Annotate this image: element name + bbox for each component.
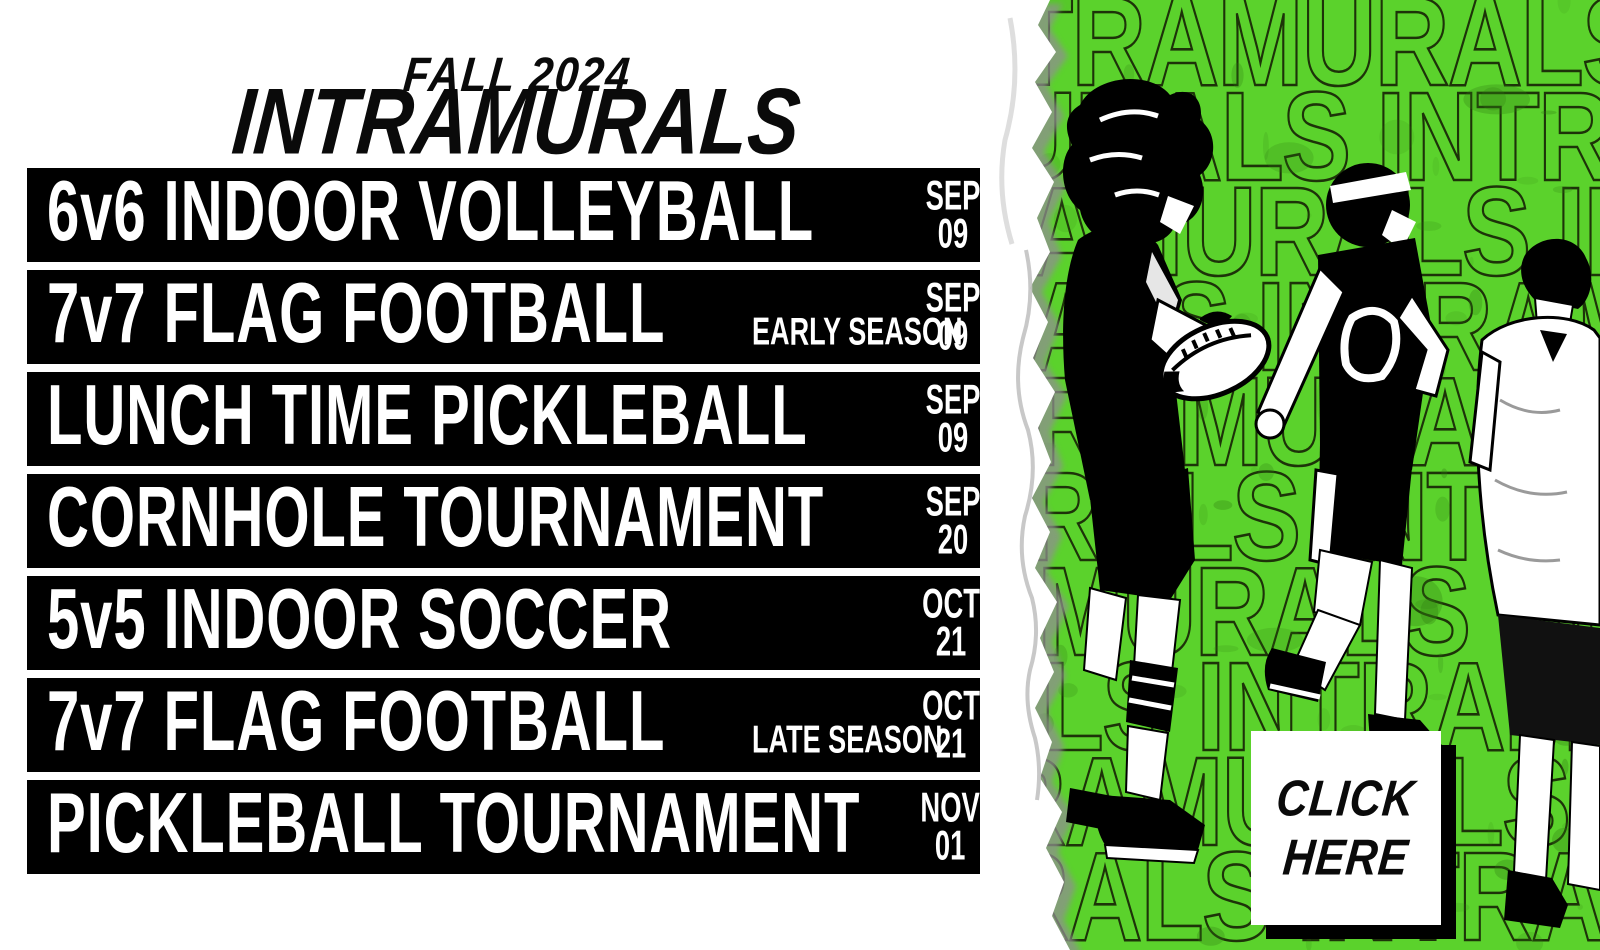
event-month: SEP [925,376,981,423]
event-row-flag-football-late: 7v7 FLAG FOOTBALL LATE SEASON OCT 21 [27,672,1010,772]
event-month: OCT [922,580,980,627]
torn-paper-edge [980,0,1080,950]
event-row-pickleball-lunch: LUNCH TIME PICKLEBALL SEP 09 [27,366,1010,466]
event-date: SEP 09 [925,274,981,359]
event-day: 09 [937,210,969,257]
event-name: 7v7 FLAG FOOTBALL [47,672,666,769]
event-date: OCT 21 [922,580,980,665]
event-month: SEP [925,172,981,219]
event-day: 20 [937,516,969,563]
event-row-cornhole: CORNHOLE TOURNAMENT SEP 20 [27,468,1010,568]
event-name: PICKLEBALL TOURNAMENT [47,774,861,871]
event-month: SEP [925,478,981,525]
event-month: NOV [920,784,980,831]
cta-group: CLICK HERE [1251,731,1463,943]
event-day: 01 [934,822,966,869]
click-here-button[interactable]: CLICK HERE [1251,731,1441,925]
player-defender [1468,238,1600,928]
event-date: NOV 01 [920,784,980,869]
event-row-pickleball-tournament: PICKLEBALL TOURNAMENT NOV 01 [27,774,1010,874]
event-date: SEP 09 [925,172,981,257]
event-row-flag-football-early: 7v7 FLAG FOOTBALL EARLY SEASON SEP 09 [27,264,1010,364]
page-title: INTRAMURALS [228,69,805,174]
event-name: CORNHOLE TOURNAMENT [47,468,825,565]
event-day: 09 [937,312,969,359]
schedule-panel: FALL 2024 INTRAMURALS 6v6 INDOOR VOLLEYB… [27,47,1010,882]
event-month: OCT [922,682,980,729]
event-day: 09 [937,414,969,461]
event-sub-label: EARLY SEASON [751,308,963,353]
event-name: LUNCH TIME PICKLEBALL [47,366,808,463]
cta-line-2: HERE [1280,828,1412,886]
event-name: 5v5 INDOOR SOCCER [47,570,672,667]
event-month: SEP [925,274,981,321]
player-ball-carrier [1062,78,1272,865]
player-runner [1254,163,1450,778]
football-players-illustration [1062,78,1600,928]
event-row-volleyball: 6v6 INDOOR VOLLEYBALL SEP 09 [27,162,1010,262]
event-name: 6v6 INDOOR VOLLEYBALL [47,162,815,259]
football-icon [1158,318,1272,402]
event-sub-label: LATE SEASON [751,716,943,761]
event-row-soccer: 5v5 INDOOR SOCCER OCT 21 [27,570,1010,670]
event-day: 21 [935,618,967,665]
event-day: 21 [935,720,967,767]
event-date: OCT 21 [922,682,980,767]
event-list: 6v6 INDOOR VOLLEYBALL SEP 09 7v7 FLAG FOO… [27,162,1010,882]
cta-line-1: CLICK [1274,769,1418,827]
event-date: SEP 09 [925,376,981,461]
event-name: 7v7 FLAG FOOTBALL [47,264,666,361]
event-date: SEP 20 [925,478,981,563]
